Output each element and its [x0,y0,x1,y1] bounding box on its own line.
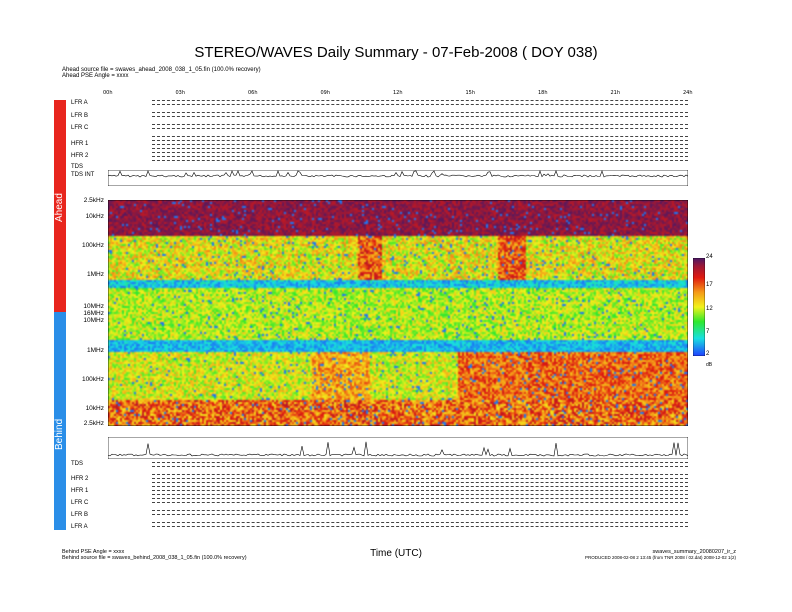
status-line [152,156,688,157]
freq-tick-ahead-3: 1MHz [87,271,104,278]
status-line [152,486,688,487]
page-title: STEREO/WAVES Daily Summary - 07-Feb-2008… [194,44,598,61]
freq-tick-ahead-5: 16MHz [83,310,104,317]
status-line [152,136,688,137]
time-tick: 03h [175,90,186,96]
status-line [152,526,688,527]
colorbar-tick-1: 17 [706,282,713,288]
summary-file-name: swaves_summary_20080207_ir_z [652,549,736,555]
behind-tds-int-trace [108,437,688,459]
row-label-tds-int: TDS INT [71,172,95,178]
status-line [152,510,688,511]
status-line [152,466,688,467]
colorbar-tick-3: 7 [706,329,710,335]
row-label-lfr-c: LFR C [71,125,89,131]
ahead-angle-text: Ahead PSE Angle = xxxx [62,73,129,79]
row-label-lfr-a: LFR A [71,100,88,106]
freq-tick-behind-3: 10kHz [85,405,104,412]
time-tick: 09h [320,90,331,96]
freq-tick-ahead-4: 10MHz [83,303,104,310]
status-line [152,490,688,491]
row-label-behind-lfr-c: LFR C [71,500,89,506]
status-line [152,514,688,515]
ahead-side-bar: Ahead [54,100,66,312]
freq-tick-ahead-1: 10kHz [85,213,104,220]
colorbar-unit: dB [706,362,713,368]
time-tick: 15h [465,90,476,96]
colorbar-tick-4: 2 [706,351,710,357]
time-tick: 24h [683,90,693,96]
status-line [152,482,688,483]
ahead-tds-int-trace [108,170,688,186]
status-line [152,128,688,129]
behind-source-text: Behind source file = swaves_behind_2008_… [62,555,247,561]
row-label-behind-lfr-a: LFR A [71,524,88,530]
freq-tick-behind-2: 100kHz [81,376,104,383]
ahead-side-label: Ahead [54,193,65,222]
behind-side-bar: Behind [54,312,66,530]
status-line [152,124,688,125]
status-line [152,474,688,475]
row-label-tds: TDS [71,164,83,170]
spectrogram [108,200,688,426]
row-label-hfr-1: HFR 1 [71,141,89,147]
colorbar-tick-2: 12 [706,306,713,312]
colorbar [693,258,705,356]
time-tick: 21h [610,90,621,96]
status-line [152,148,688,149]
time-tick: 12h [393,90,403,96]
freq-tick-ahead-2: 100kHz [81,242,104,249]
row-label-behind-tds: TDS [71,461,83,467]
freq-tick-ahead-0: 2.5kHz [83,197,104,204]
time-tick: 18h [538,90,548,96]
status-line [152,494,688,495]
freq-tick-behind-1: 1MHz [87,347,104,354]
colorbar-tick-0: 24 [706,254,713,260]
status-line [152,116,688,117]
row-label-hfr-2: HFR 2 [71,153,89,159]
status-line [152,100,688,101]
x-axis-label: Time (UTC) [370,548,422,559]
ahead-source-text: Ahead source file = swaves_ahead_2008_03… [62,67,261,73]
status-line [152,152,688,153]
row-label-behind-lfr-b: LFR B [71,512,89,518]
time-tick: 06h [248,90,258,96]
behind-side-label: Behind [54,418,65,450]
freq-tick-behind-4: 2.5kHz [83,420,104,427]
behind-angle-text: Behind PSE Angle = xxxx [62,549,125,555]
status-line [152,160,688,161]
status-line [152,112,688,113]
freq-tick-behind-0: 10MHz [83,317,104,324]
status-line [152,462,688,463]
row-label-lfr-b: LFR B [71,113,89,119]
status-line [152,502,688,503]
produced-text: PRODUCED 2008-02-08 2 13:45 (from TNR 20… [585,555,736,560]
status-line [152,522,688,523]
time-tick: 00h [103,90,113,96]
status-line [152,104,688,105]
status-line [152,140,688,141]
row-label-behind-hfr-2: HFR 2 [71,476,89,482]
status-line [152,478,688,479]
row-label-behind-hfr-1: HFR 1 [71,488,89,494]
status-line [152,498,688,499]
status-line [152,144,688,145]
